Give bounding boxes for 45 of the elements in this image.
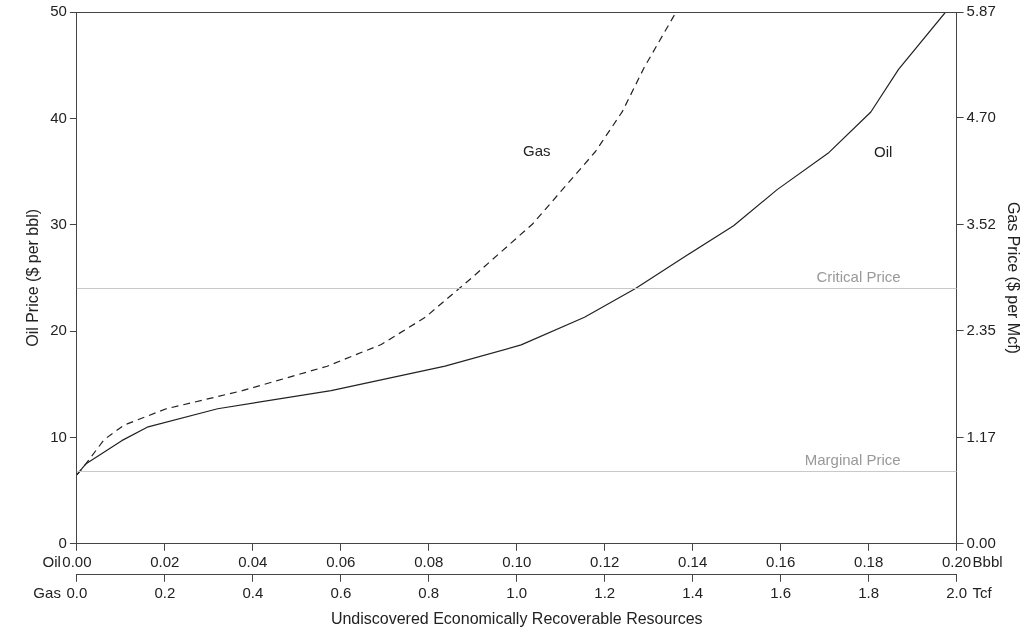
series-label: Gas [522, 141, 551, 159]
y-axis-title: Oil Price ($ per bbl) [24, 208, 42, 347]
y-tick-label: 30 [50, 214, 67, 232]
y2-tick-label: 2.35 [966, 321, 996, 339]
y2-tick-label: 3.52 [966, 215, 996, 233]
x2-tick-label: 0.6 [330, 583, 352, 601]
text: Gas [33, 583, 61, 601]
y-tick-label: 20 [50, 321, 67, 339]
x-tick-label: 0.10 [502, 552, 532, 570]
x2-tick-label: 1.0 [506, 583, 528, 601]
y2-tick-label: 0.00 [966, 533, 996, 551]
x2-tick-label: 0.8 [418, 583, 440, 601]
x-tick-label: 0.16 [766, 552, 796, 570]
x2-tick-label: 2.0 [946, 583, 968, 601]
x2-tick-label: 0.0 [66, 583, 88, 601]
x-tick-label: 0.18 [854, 552, 884, 570]
x-tick-label: 0.06 [326, 552, 356, 570]
x-tick-label: 0.20 [942, 552, 972, 570]
text: Bbbl [972, 552, 1003, 570]
series-label: Oil [874, 142, 893, 160]
y2-tick-label: 5.87 [966, 2, 996, 20]
x2-tick-label: 0.4 [242, 583, 264, 601]
x-tick-label: 0.04 [238, 552, 268, 570]
y2-tick-label: 4.70 [966, 108, 996, 126]
x2-tick-label: 1.6 [770, 583, 792, 601]
ref-line-label: Critical Price [816, 268, 901, 286]
text: Oil [42, 552, 61, 570]
x-tick-label: 0.08 [414, 552, 444, 570]
x-tick-label: 0.14 [678, 552, 708, 570]
y-tick-label: 0 [58, 533, 67, 551]
y2-tick-label: 1.17 [966, 427, 996, 445]
x2-tick-label: 1.8 [858, 583, 880, 601]
x2-tick-label: 1.4 [682, 583, 704, 601]
x-tick-label: 0.12 [590, 552, 620, 570]
x2-tick-label: 1.2 [594, 583, 616, 601]
y2-axis-title: Gas Price ($ per Mcf) [1004, 201, 1022, 354]
text: Tcf [972, 583, 993, 601]
x-axis-title: Undiscovered Economically Recoverable Resources [330, 609, 703, 627]
x2-tick-label: 0.2 [154, 583, 176, 601]
y-tick-label: 10 [50, 427, 67, 445]
ref-line-label: Marginal Price [804, 451, 901, 469]
y-tick-label: 40 [50, 108, 67, 126]
x-tick-label: 0.00 [62, 552, 92, 570]
y-tick-label: 50 [50, 2, 67, 20]
x-tick-label: 0.02 [150, 552, 180, 570]
